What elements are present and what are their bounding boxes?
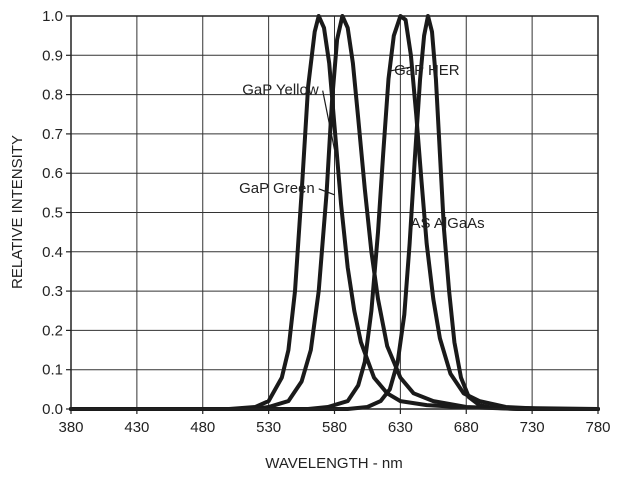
- x-tick-label: 780: [585, 419, 610, 436]
- x-axis-title: WAVELENGTH - nm: [265, 455, 403, 472]
- x-tick-label: 630: [388, 419, 413, 436]
- annotations: GaP Yellow GaP Green GaP HER AS AlGaAs: [239, 62, 485, 232]
- y-tick-label: 0.2: [42, 322, 63, 339]
- x-tick-label: 680: [454, 419, 479, 436]
- annotation-gap-yellow: GaP Yellow: [242, 82, 319, 99]
- y-tick-label: 0.5: [42, 205, 63, 222]
- series-line-gap-yellow: [69, 14, 600, 411]
- annotation-leader-gap-yellow: [322, 90, 336, 150]
- series-line-gap-green: [69, 14, 600, 411]
- series-layer: [69, 14, 600, 411]
- series-line-gap-her: [69, 14, 600, 411]
- y-tick-label: 0.7: [42, 126, 63, 143]
- x-tick-label: 480: [190, 419, 215, 436]
- x-tick-label: 430: [124, 419, 149, 436]
- plot-frame: [70, 15, 599, 410]
- y-tick-label: 0.3: [42, 283, 63, 300]
- annotation-as-algaas: AS AlGaAs: [410, 215, 484, 232]
- y-tick-label: 0.9: [42, 47, 63, 64]
- y-tick-label: 0.0: [42, 401, 63, 418]
- annotation-leader-gap-her: [389, 66, 412, 72]
- x-tick-label: 730: [520, 419, 545, 436]
- x-tick-label: 530: [256, 419, 281, 436]
- y-axis-title: RELATIVE INTENSITY: [9, 135, 26, 289]
- series-line-as-algaas: [69, 14, 600, 411]
- y-tick-label: 1.0: [42, 8, 63, 25]
- axis-ticks: 380 430 480 530 580 630 680 730 780 0.0 0.1 0.2 0.3 0…: [42, 8, 610, 436]
- y-tick-label: 0.4: [42, 244, 63, 261]
- x-tick-label: 380: [58, 419, 83, 436]
- annotation-leader-gap-green: [318, 188, 335, 196]
- y-tick-label: 0.1: [42, 362, 63, 379]
- x-tick-label: 580: [322, 419, 347, 436]
- y-tick-label: 0.6: [42, 165, 63, 182]
- annotation-gap-her: GaP HER: [394, 62, 460, 79]
- annotation-gap-green: GaP Green: [239, 180, 315, 197]
- y-tick-label: 0.8: [42, 87, 63, 104]
